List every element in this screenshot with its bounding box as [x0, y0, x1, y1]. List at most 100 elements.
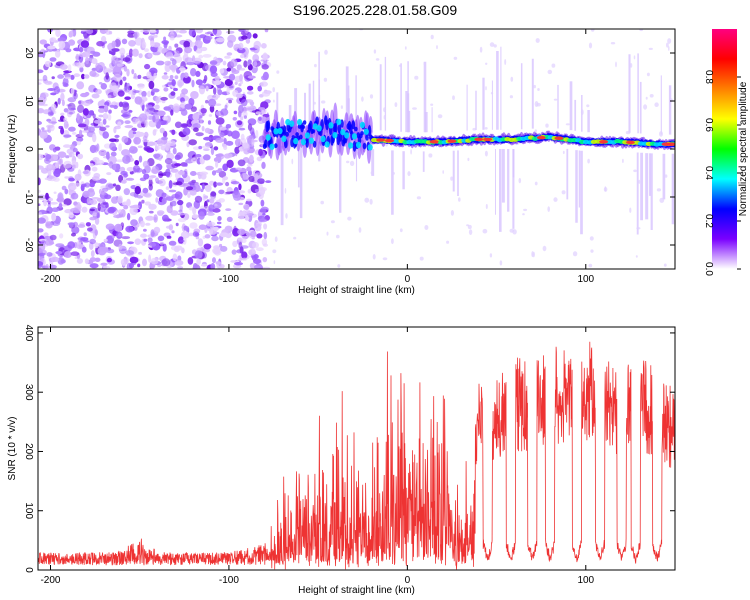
noise-speckle — [148, 210, 154, 214]
noise-speckle — [38, 69, 44, 74]
ridge-core-blue — [312, 140, 317, 148]
ridge-core-bright — [328, 122, 334, 129]
noise-speckle — [98, 82, 103, 85]
noise-speckle — [243, 115, 247, 119]
noise-speckle — [183, 225, 188, 231]
noise-speckle — [193, 263, 198, 269]
noise-speckle — [230, 260, 238, 263]
noise-speckle — [103, 104, 109, 113]
noise-speckle — [170, 168, 179, 173]
noise-speckle — [128, 110, 133, 113]
ridge-core-blue — [354, 126, 358, 132]
noise-speckle — [94, 217, 100, 225]
noise-speckle — [210, 147, 215, 156]
ridge-core-blue — [266, 120, 271, 131]
noise-speckle — [215, 160, 219, 168]
noise-speckle — [114, 138, 119, 143]
noise-speckle — [262, 212, 266, 216]
noise-speckle — [151, 88, 160, 93]
noise-speckle — [142, 139, 150, 143]
noise-speckle — [214, 203, 218, 207]
faint-speckle — [320, 200, 325, 205]
noise-speckle — [155, 29, 159, 35]
noise-speckle — [38, 261, 44, 266]
noise-speckle — [209, 180, 215, 186]
noise-speckle — [116, 63, 125, 67]
noise-speckle — [207, 120, 212, 125]
noise-speckle — [142, 135, 148, 141]
noise-speckle — [38, 120, 42, 126]
noise-speckle — [70, 251, 80, 256]
faint-speckle — [323, 77, 328, 82]
noise-speckle — [54, 86, 60, 95]
noise-speckle — [263, 223, 268, 230]
noise-speckle — [94, 229, 98, 236]
noise-speckle — [245, 38, 251, 44]
noise-speckle — [173, 106, 180, 113]
faint-speckle — [670, 98, 673, 103]
faint-speckle — [489, 42, 495, 47]
faint-speckle — [424, 225, 429, 230]
noise-speckle — [132, 131, 137, 135]
noise-speckle — [262, 257, 268, 263]
noise-speckle — [134, 96, 143, 105]
ridge-core-bright — [304, 132, 310, 139]
noise-speckle — [124, 120, 131, 124]
noise-speckle — [259, 208, 267, 213]
noise-speckle — [150, 257, 159, 265]
faint-speckle — [285, 213, 288, 219]
noise-speckle — [253, 40, 262, 50]
noise-speckle — [128, 40, 136, 47]
faint-speckle — [561, 190, 566, 195]
ridge-core-bright — [297, 118, 303, 126]
noise-speckle — [148, 178, 153, 187]
noise-speckle — [219, 126, 227, 131]
noise-speckle — [180, 109, 188, 116]
noise-speckle — [258, 186, 267, 192]
noise-speckle — [217, 216, 222, 221]
noise-speckle — [49, 201, 58, 205]
noise-speckle — [174, 259, 184, 266]
noise-speckle — [53, 169, 61, 178]
noise-speckle — [154, 145, 160, 151]
colorbar-label: Normalized spectral amplitude — [738, 81, 749, 216]
noise-speckle — [51, 29, 57, 32]
faint-speckle — [490, 92, 494, 95]
faint-speckle — [442, 170, 445, 174]
faint-speckle — [565, 123, 571, 126]
noise-speckle — [123, 65, 128, 72]
noise-speckle — [218, 189, 225, 195]
faint-speckle — [450, 176, 454, 181]
noise-speckle — [122, 155, 131, 164]
noise-speckle — [194, 195, 203, 203]
noise-speckle — [166, 205, 173, 214]
noise-speckle — [170, 91, 176, 96]
noise-speckle — [188, 206, 195, 211]
faint-speckle — [446, 240, 450, 244]
noise-speckle — [202, 54, 212, 58]
noise-speckle — [38, 189, 41, 193]
noise-speckle — [177, 199, 184, 206]
noise-speckle — [132, 48, 139, 57]
noise-speckle — [108, 31, 113, 35]
noise-speckle — [219, 232, 229, 238]
noise-speckle — [207, 31, 213, 34]
noise-speckle — [247, 188, 252, 194]
noise-speckle — [129, 170, 134, 175]
snr-frame — [37, 326, 676, 571]
noise-speckle — [40, 92, 49, 98]
noise-speckle — [252, 33, 258, 39]
ridge-core-blue — [311, 129, 316, 134]
noise-speckle — [114, 223, 123, 232]
noise-speckle — [250, 230, 257, 238]
noise-speckle — [126, 82, 130, 88]
noise-speckle — [148, 177, 154, 181]
noise-speckle — [63, 198, 72, 206]
noise-speckle — [57, 74, 64, 79]
noise-speckle — [91, 93, 100, 99]
noise-speckle — [124, 96, 131, 100]
noise-speckle — [58, 125, 64, 130]
noise-speckle — [177, 266, 184, 269]
ridge-core-blue — [282, 125, 287, 136]
noise-speckle — [126, 198, 131, 207]
